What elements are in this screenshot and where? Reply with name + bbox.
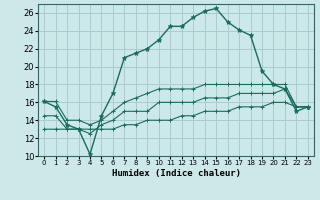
X-axis label: Humidex (Indice chaleur): Humidex (Indice chaleur) — [111, 169, 241, 178]
